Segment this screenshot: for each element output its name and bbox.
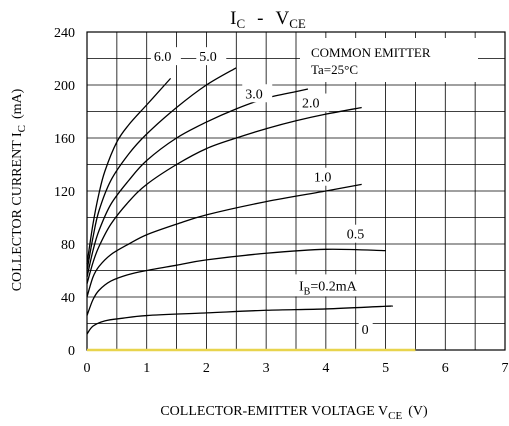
curve-ib-6-0: [86, 77, 172, 264]
annotation-line-1: COMMON EMITTER: [311, 45, 431, 60]
y-tick-label: 120: [54, 185, 75, 200]
x-tick-label: 0: [84, 361, 91, 376]
curve-label-ib-1-0: 1.0: [314, 171, 332, 186]
curve-ib-1-0: [86, 183, 362, 298]
curve-ib-2-0: [86, 106, 362, 284]
x-tick-label: 4: [322, 361, 329, 376]
curve-label-ib-0-5: 0.5: [347, 228, 365, 243]
curve-ib-0-2: [86, 305, 393, 335]
x-tick-label: 6: [442, 361, 449, 376]
label-background: [196, 47, 227, 66]
y-tick-label: 0: [68, 344, 75, 359]
label-background: [298, 93, 329, 112]
annotation-line-2: Ta=25°C: [311, 62, 358, 77]
y-tick-label: 40: [61, 291, 75, 306]
y-tick-label: 240: [54, 26, 75, 41]
axis-ticks: 0 1 2 3 4 5 6 7 0 40 80 120 160 200 240: [54, 26, 509, 376]
curve-label-ib-3-0: 3.0: [245, 87, 263, 102]
curve-ib-5-0: [86, 67, 237, 271]
curve-label-ib-5-0: 5.0: [199, 50, 217, 65]
label-background: [358, 320, 373, 339]
y-tick-label: 80: [61, 238, 75, 253]
x-tick-label: 1: [143, 361, 150, 376]
curve-label-ib-0: 0: [362, 323, 369, 338]
x-tick-label: 3: [263, 361, 270, 376]
annotation-background: [300, 38, 478, 82]
curve-label-ib-2-0: 2.0: [302, 97, 320, 112]
curve-labels: 0 IB=0.2mA 0.5 1.0 2.0 3.0 5.0 6.0: [150, 47, 383, 339]
label-background: [310, 167, 341, 186]
curve-label-ib-6-0: 6.0: [154, 50, 172, 65]
label-background: [150, 47, 181, 66]
y-tick-label: 160: [54, 132, 75, 147]
label-background: [242, 84, 273, 103]
label-background: [343, 224, 374, 243]
chart-title: IC - VCE: [230, 8, 306, 31]
label-background: [294, 274, 383, 297]
curve-label-ib-0-2: IB=0.2mA: [299, 279, 358, 297]
x-axis-label: COLLECTOR-EMITTER VOLTAGE VCE (V): [160, 404, 428, 422]
y-axis-label: COLLECTOR CURRENT IC(mA): [10, 88, 28, 291]
x-tick-label: 2: [203, 361, 210, 376]
curves: [86, 67, 416, 352]
x-tick-label: 5: [382, 361, 389, 376]
y-tick-label: 200: [54, 79, 75, 94]
x-tick-label: 7: [502, 361, 509, 376]
curve-ib-0-5: [86, 248, 386, 316]
